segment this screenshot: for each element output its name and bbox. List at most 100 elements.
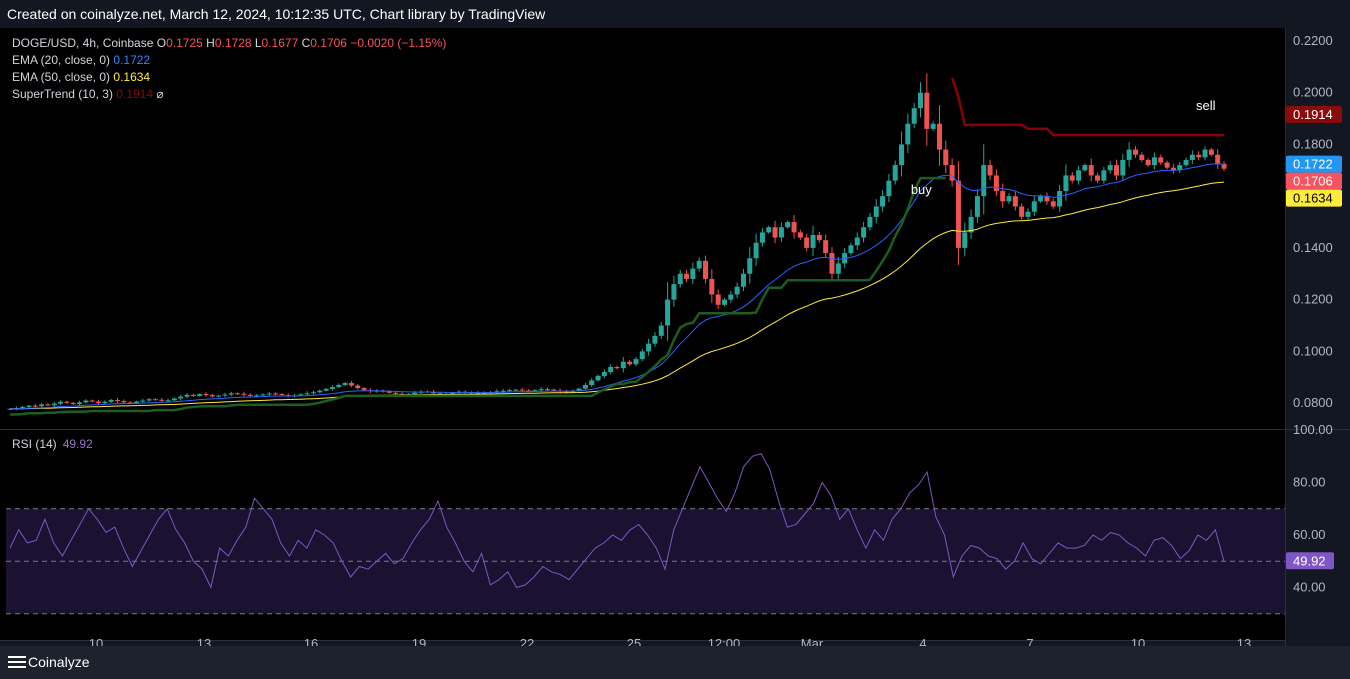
candle-body bbox=[1177, 165, 1183, 171]
candle-body bbox=[740, 273, 746, 287]
candle-body bbox=[1088, 165, 1094, 176]
change-value: −0.0020 (−1.15%) bbox=[350, 36, 447, 50]
candle-body bbox=[348, 382, 354, 386]
candle-body bbox=[696, 260, 702, 269]
candle-body bbox=[987, 165, 993, 176]
time-tick-label: 13 bbox=[1237, 636, 1251, 646]
close-label: C bbox=[301, 36, 311, 50]
candle-body bbox=[83, 400, 89, 403]
ema50-line bbox=[10, 181, 1225, 410]
rsi-tick-label: 100.00 bbox=[1293, 422, 1333, 437]
time-tick-label: 12:00 bbox=[708, 636, 741, 646]
candle-body bbox=[108, 400, 114, 402]
candle-body bbox=[766, 227, 772, 233]
candle-body bbox=[1208, 149, 1214, 155]
close-value: 0.1706 bbox=[310, 36, 347, 50]
candle-body bbox=[152, 399, 158, 401]
open-value: 0.1725 bbox=[166, 36, 203, 50]
supertrend-legend-row[interactable]: SuperTrend (10, 3) 0.1914 ⌀ bbox=[12, 86, 446, 103]
candle-body bbox=[1221, 163, 1227, 169]
rsi-value-tag-label: 49.92 bbox=[1293, 553, 1326, 568]
candle-body bbox=[1095, 175, 1101, 181]
candle-body bbox=[273, 393, 279, 395]
candle-body bbox=[96, 401, 102, 404]
supertrend-down-line bbox=[950, 77, 1224, 137]
buy-annotation: buy bbox=[911, 182, 932, 197]
candle-body bbox=[627, 361, 633, 365]
time-tick-label: 10 bbox=[89, 636, 103, 646]
symbol-label[interactable]: DOGE/USD, 4h, Coinbase bbox=[12, 36, 154, 50]
candle-body bbox=[102, 401, 108, 404]
candle-body bbox=[121, 401, 127, 403]
candle-body bbox=[507, 390, 513, 392]
price-tick-label: 0.1200 bbox=[1293, 292, 1333, 307]
candle-body bbox=[1069, 175, 1075, 181]
candle-body bbox=[905, 123, 911, 145]
low-value: 0.1677 bbox=[261, 36, 299, 50]
brand-label[interactable]: Coinalyze bbox=[28, 654, 90, 670]
candle-body bbox=[936, 123, 942, 150]
rsi-label: RSI (14) bbox=[12, 437, 57, 451]
candle-body bbox=[709, 278, 715, 295]
time-tick-label: 22 bbox=[520, 636, 534, 646]
time-tick-label: Mar bbox=[801, 636, 824, 646]
high-label: H bbox=[206, 36, 215, 50]
candle-body bbox=[1170, 167, 1176, 171]
candle-body bbox=[1145, 159, 1151, 166]
price-tick-label: 0.1800 bbox=[1293, 136, 1333, 151]
candle-body bbox=[589, 380, 595, 386]
rsi-tick-label: 60.00 bbox=[1293, 527, 1326, 542]
candle-body bbox=[266, 393, 272, 395]
candle-body bbox=[1183, 159, 1189, 166]
candle-body bbox=[1107, 165, 1113, 171]
price-chart-svg[interactable]: buysell0.22000.20000.18000.16000.14000.1… bbox=[0, 28, 1350, 646]
candle-body bbox=[658, 325, 664, 336]
candle-body bbox=[1126, 149, 1132, 160]
candle-body bbox=[481, 392, 487, 394]
candle-body bbox=[747, 258, 753, 274]
candle-body bbox=[532, 390, 538, 392]
candle-body bbox=[241, 393, 247, 395]
candle-body bbox=[228, 393, 234, 395]
rsi-tick-label: 80.00 bbox=[1293, 475, 1326, 490]
candle-body bbox=[336, 385, 342, 388]
supertrend-hidden-icon: ⌀ bbox=[156, 87, 164, 101]
candles-group bbox=[7, 73, 1227, 411]
candle-body bbox=[222, 394, 228, 396]
candle-body bbox=[684, 273, 690, 279]
candle-body bbox=[1101, 170, 1107, 181]
candle-body bbox=[361, 388, 367, 391]
rsi-value: 49.92 bbox=[62, 437, 93, 451]
rsi-line bbox=[9, 453, 1225, 590]
price-tick-label: 0.1000 bbox=[1293, 343, 1333, 358]
candle-body bbox=[1158, 157, 1164, 163]
ema20-value: 0.1722 bbox=[113, 53, 151, 67]
candle-body bbox=[968, 216, 974, 233]
candle-body bbox=[140, 400, 146, 402]
chart-area[interactable]: buysell0.22000.20000.18000.16000.14000.1… bbox=[0, 28, 1350, 646]
candle-body bbox=[1019, 206, 1025, 217]
candle-body bbox=[595, 375, 601, 381]
candle-body bbox=[791, 222, 797, 233]
symbol-legend-row: DOGE/USD, 4h, Coinbase O0.1725 H0.1728 L… bbox=[12, 35, 446, 52]
ema50-legend-row[interactable]: EMA (50, close, 0) 0.1634 bbox=[12, 69, 446, 86]
low-label: L bbox=[254, 36, 262, 50]
candle-body bbox=[20, 407, 26, 409]
candle-body bbox=[114, 400, 120, 402]
candle-body bbox=[304, 393, 310, 395]
candle-body bbox=[317, 390, 323, 393]
rsi-legend[interactable]: RSI (14) 49.92 bbox=[12, 437, 93, 451]
candle-body bbox=[1012, 196, 1018, 207]
candle-body bbox=[924, 92, 930, 129]
candle-body bbox=[1151, 157, 1157, 166]
candle-body bbox=[197, 394, 203, 396]
time-tick-label: 13 bbox=[197, 636, 211, 646]
candle-body bbox=[184, 394, 190, 397]
supertrend-value: 0.1914 bbox=[116, 87, 153, 101]
candle-body bbox=[399, 393, 405, 395]
candle-body bbox=[538, 389, 544, 391]
price-tick-label: 0.2000 bbox=[1293, 85, 1333, 100]
candle-body bbox=[355, 385, 361, 389]
ema20-legend-row[interactable]: EMA (20, close, 0) 0.1722 bbox=[12, 52, 446, 69]
candle-body bbox=[639, 351, 645, 360]
